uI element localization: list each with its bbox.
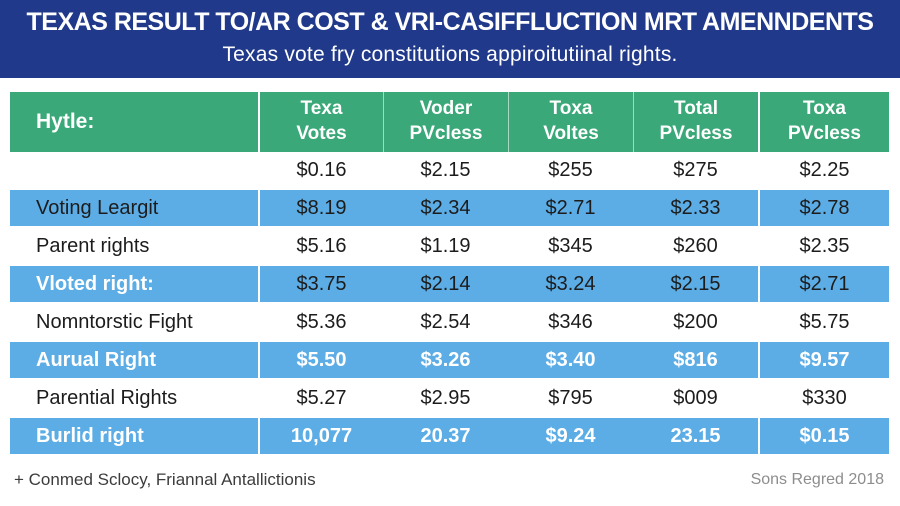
row-label: Parential Rights bbox=[10, 380, 258, 418]
table-row: Aurual Right $5.50 $3.26 $3.40 $816 $9.57 bbox=[10, 342, 889, 380]
cell: $2.78 bbox=[758, 190, 889, 228]
row-label: Burlid right bbox=[10, 418, 258, 456]
table-row: $0.16 $2.15 $255 $275 $2.25 bbox=[10, 152, 889, 190]
cell: $9.24 bbox=[508, 418, 633, 456]
cell: $255 bbox=[508, 152, 633, 190]
header-cell: Total PVcless bbox=[633, 92, 758, 152]
cell: $816 bbox=[633, 342, 758, 380]
header-cell: Toxa Voltes bbox=[508, 92, 633, 152]
data-table-container: Hytle: Texa Votes Voder PVcless Toxa Voltes… bbox=[10, 92, 889, 456]
cell: $3.75 bbox=[258, 266, 383, 304]
table-row: Voting Leargit $8.19 $2.34 $2.71 $2.33 $2.78 bbox=[10, 190, 889, 228]
cell: $275 bbox=[633, 152, 758, 190]
header-cell: Voder PVcless bbox=[383, 92, 508, 152]
cell: $2.33 bbox=[633, 190, 758, 228]
table-row: Parent rights $5.16 $1.19 $345 $260 $2.35 bbox=[10, 228, 889, 266]
cell: $330 bbox=[758, 380, 889, 418]
cell: 10,077 bbox=[258, 418, 383, 456]
cell: $2.95 bbox=[383, 380, 508, 418]
row-label: Vloted right: bbox=[10, 266, 258, 304]
cell: $2.71 bbox=[758, 266, 889, 304]
cell: $5.50 bbox=[258, 342, 383, 380]
page-subtitle: Texas vote fry constitutions appiroituti… bbox=[222, 43, 678, 67]
page-title: TEXAS RESULT TO/AR COST & VRI-CASIFFLUCT… bbox=[26, 8, 874, 36]
row-label: Voting Leargit bbox=[10, 190, 258, 228]
cell: $2.25 bbox=[758, 152, 889, 190]
cell: $2.15 bbox=[633, 266, 758, 304]
table-header: Hytle: Texa Votes Voder PVcless Toxa Voltes… bbox=[10, 92, 889, 152]
cell: $3.40 bbox=[508, 342, 633, 380]
cell: $200 bbox=[633, 304, 758, 342]
cell: $1.19 bbox=[383, 228, 508, 266]
header-cell: Hytle: bbox=[10, 92, 258, 152]
cell: $8.19 bbox=[258, 190, 383, 228]
credit-note: Sons Regred 2018 bbox=[750, 471, 884, 488]
table-row: Nomntorstic Fight $5.36 $2.54 $346 $200 $5.75 bbox=[10, 304, 889, 342]
cell: $2.34 bbox=[383, 190, 508, 228]
title-banner: TEXAS RESULT TO/AR COST & VRI-CASIFFLUCT… bbox=[0, 0, 900, 78]
cell: $2.14 bbox=[383, 266, 508, 304]
cell: $3.24 bbox=[508, 266, 633, 304]
cell: $5.16 bbox=[258, 228, 383, 266]
table-row: Vloted right: $3.75 $2.14 $3.24 $2.15 $2.71 bbox=[10, 266, 889, 304]
cell: $3.26 bbox=[383, 342, 508, 380]
row-label: Parent rights bbox=[10, 228, 258, 266]
cell: $2.15 bbox=[383, 152, 508, 190]
row-label: Aurual Right bbox=[10, 342, 258, 380]
cell: $0.15 bbox=[758, 418, 889, 456]
cell: $9.57 bbox=[758, 342, 889, 380]
cell: 23.15 bbox=[633, 418, 758, 456]
table-body: $0.16 $2.15 $255 $275 $2.25 Voting Leargit $8.… bbox=[10, 152, 889, 456]
cell: $0.16 bbox=[258, 152, 383, 190]
cell: $2.54 bbox=[383, 304, 508, 342]
row-label bbox=[10, 152, 258, 190]
table-row: Parential Rights $5.27 $2.95 $795 $009 $330 bbox=[10, 380, 889, 418]
cell: $009 bbox=[633, 380, 758, 418]
source-note: + Conmed Sclocy, Friannal Antallictionis bbox=[14, 470, 316, 489]
cell: $5.27 bbox=[258, 380, 383, 418]
cell: 20.37 bbox=[383, 418, 508, 456]
table-row: Burlid right 10,077 20.37 $9.24 23.15 $0.15 bbox=[10, 418, 889, 456]
cell: $2.35 bbox=[758, 228, 889, 266]
header-cell: Toxa PVcless bbox=[758, 92, 889, 152]
table-header-row: Hytle: Texa Votes Voder PVcless Toxa Voltes… bbox=[10, 92, 889, 152]
data-table: Hytle: Texa Votes Voder PVcless Toxa Voltes… bbox=[10, 92, 889, 456]
row-label: Nomntorstic Fight bbox=[10, 304, 258, 342]
header-cell: Texa Votes bbox=[258, 92, 383, 152]
cell: $795 bbox=[508, 380, 633, 418]
cell: $346 bbox=[508, 304, 633, 342]
cell: $345 bbox=[508, 228, 633, 266]
cell: $2.71 bbox=[508, 190, 633, 228]
cell: $5.75 bbox=[758, 304, 889, 342]
footer: + Conmed Sclocy, Friannal Antallictionis… bbox=[0, 462, 900, 506]
cell: $260 bbox=[633, 228, 758, 266]
cell: $5.36 bbox=[258, 304, 383, 342]
